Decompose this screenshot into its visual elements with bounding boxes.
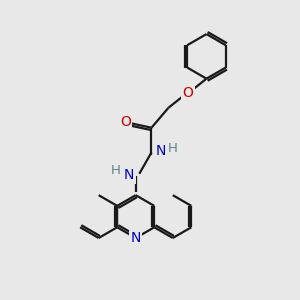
Text: O: O — [183, 86, 194, 100]
Text: H: H — [168, 142, 178, 155]
Text: H: H — [111, 164, 121, 177]
Text: O: O — [120, 115, 131, 129]
Text: N: N — [155, 145, 166, 158]
Text: N: N — [124, 168, 134, 182]
Text: N: N — [130, 231, 141, 245]
